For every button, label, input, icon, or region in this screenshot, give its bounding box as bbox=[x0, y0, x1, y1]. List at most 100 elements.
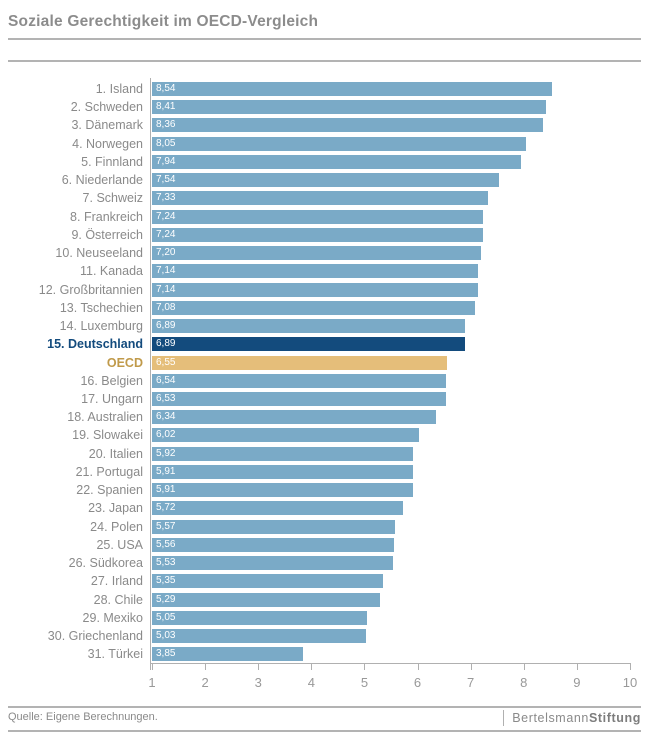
country-label: 19. Slowakei bbox=[72, 428, 143, 443]
bar: 8,36 bbox=[152, 118, 543, 133]
bar: 7,94 bbox=[152, 154, 521, 169]
bar: 8,05 bbox=[152, 136, 527, 151]
bar: 5,05 bbox=[152, 610, 368, 625]
bar-row: 8. Frankreich 7,24 bbox=[0, 209, 649, 228]
axis-tick bbox=[311, 663, 313, 670]
bar-value-label: 6,53 bbox=[156, 392, 176, 404]
bar-row: 28. Chile 5,29 bbox=[0, 592, 649, 611]
bar: 7,20 bbox=[152, 246, 482, 261]
axis-tick bbox=[417, 663, 419, 670]
bar-row: 4. Norwegen 8,05 bbox=[0, 136, 649, 155]
bar-value-label: 7,14 bbox=[156, 283, 176, 295]
axis-tick-label: 2 bbox=[201, 675, 209, 690]
bar: 5,57 bbox=[152, 519, 395, 534]
bar-value-label: 6,34 bbox=[156, 411, 176, 423]
bar: 7,33 bbox=[152, 191, 489, 206]
bar-area: 5,29 bbox=[152, 592, 630, 607]
brand-text-bold: Stiftung bbox=[588, 711, 641, 725]
country-label: 11. Kanada bbox=[79, 264, 143, 279]
axis-tick bbox=[470, 663, 472, 670]
footer-divider-top bbox=[8, 706, 641, 708]
country-label: 7. Schweiz bbox=[82, 191, 143, 206]
axis-tick-label: 8 bbox=[520, 675, 528, 690]
country-label: 8. Frankreich bbox=[70, 209, 143, 224]
bar: 5,29 bbox=[152, 592, 380, 607]
country-label: 31. Türkei bbox=[87, 647, 143, 662]
bar-value-label: 6,54 bbox=[156, 374, 176, 386]
bar-value-label: 6,02 bbox=[156, 429, 176, 441]
bar-row: 14. Luxemburg 6,89 bbox=[0, 319, 649, 337]
bar-row: 29. Mexiko 5,05 bbox=[0, 610, 649, 629]
country-label: 14. Luxemburg bbox=[59, 319, 143, 334]
bar-area: 5,92 bbox=[152, 446, 630, 461]
x-axis: 1 2 3 4 5 6 7 8 9 10 bbox=[148, 663, 637, 693]
bar-value-label: 5,57 bbox=[156, 520, 176, 532]
bar-area: 6,89 bbox=[152, 319, 630, 334]
bar-row: 18. Australien 6,34 bbox=[0, 410, 649, 428]
axis-tick-label: 3 bbox=[254, 675, 262, 690]
bar-area: 6,89 bbox=[152, 337, 630, 352]
country-label: 18. Australien bbox=[67, 410, 143, 425]
country-label: 9. Österreich bbox=[71, 227, 143, 242]
bar: 6,55 bbox=[152, 355, 447, 370]
country-label: 22. Spanien bbox=[76, 483, 143, 498]
bar-row: 15. Deutschland 6,89 bbox=[0, 337, 649, 355]
bar-row: 2. Schweden 8,41 bbox=[0, 100, 649, 118]
y-axis-line bbox=[150, 78, 151, 670]
bar: 5,53 bbox=[152, 556, 393, 571]
bar-value-label: 5,72 bbox=[156, 502, 176, 514]
bar: 6,89 bbox=[152, 319, 465, 334]
bar: 3,85 bbox=[152, 647, 304, 662]
axis-tick-label: 1 bbox=[148, 675, 156, 690]
bar-value-label: 5,92 bbox=[156, 447, 176, 459]
bar-row: OECD 6,55 bbox=[0, 355, 649, 374]
bar-area: 6,53 bbox=[152, 391, 630, 406]
country-label: 5. Finnland bbox=[81, 154, 143, 169]
source-text: Quelle: Eigene Berechnungen. bbox=[8, 711, 158, 723]
bar: 7,08 bbox=[152, 300, 475, 315]
bar-area: 5,05 bbox=[152, 610, 630, 625]
bar-row: 26. Südkorea 5,53 bbox=[0, 556, 649, 574]
brand-divider bbox=[503, 710, 505, 726]
bar-value-label: 6,89 bbox=[156, 338, 176, 350]
bar-value-label: 5,91 bbox=[156, 484, 176, 496]
axis-tick-label: 9 bbox=[573, 675, 581, 690]
bar-area: 8,54 bbox=[152, 82, 630, 96]
bar-row: 24. Polen 5,57 bbox=[0, 519, 649, 538]
bar-area: 5,56 bbox=[152, 537, 630, 552]
bar-value-label: 7,94 bbox=[156, 155, 176, 167]
bar-area: 6,34 bbox=[152, 410, 630, 425]
country-label: OECD bbox=[106, 355, 143, 370]
bar-row: 11. Kanada 7,14 bbox=[0, 264, 649, 282]
bar-area: 8,36 bbox=[152, 118, 630, 133]
bar-value-label: 5,56 bbox=[156, 538, 176, 550]
bar-row: 23. Japan 5,72 bbox=[0, 501, 649, 519]
page-title: Soziale Gerechtigkeit im OECD-Vergleich bbox=[8, 13, 319, 30]
bar-area: 5,03 bbox=[152, 629, 630, 644]
bar-area: 5,91 bbox=[152, 483, 630, 498]
axis-tick-label: 7 bbox=[467, 675, 475, 690]
country-label: 21. Portugal bbox=[75, 464, 143, 479]
bar-value-label: 7,24 bbox=[156, 210, 176, 222]
country-label: 1. Island bbox=[95, 82, 143, 96]
bar: 6,54 bbox=[152, 373, 447, 388]
bar: 5,92 bbox=[152, 446, 414, 461]
bar: 8,41 bbox=[152, 100, 546, 115]
bar-area: 5,91 bbox=[152, 464, 630, 479]
bar-row: 6. Niederlande 7,54 bbox=[0, 173, 649, 191]
bar-value-label: 5,53 bbox=[156, 557, 176, 569]
bar-value-label: 8,05 bbox=[156, 137, 176, 149]
bar-area: 7,14 bbox=[152, 264, 630, 279]
footer-divider-bottom bbox=[8, 730, 641, 732]
bar-row: 27. Irland 5,35 bbox=[0, 574, 649, 592]
bar-area: 7,14 bbox=[152, 282, 630, 297]
bar-row: 21. Portugal 5,91 bbox=[0, 464, 649, 483]
bar-value-label: 7,33 bbox=[156, 192, 176, 204]
bar-value-label: 8,36 bbox=[156, 119, 176, 131]
bar: 5,91 bbox=[152, 483, 413, 498]
bar-area: 5,72 bbox=[152, 501, 630, 516]
bar-row: 22. Spanien 5,91 bbox=[0, 483, 649, 501]
country-label: 17. Ungarn bbox=[81, 391, 143, 406]
bar-value-label: 3,85 bbox=[156, 648, 176, 660]
bar-area: 8,41 bbox=[152, 100, 630, 115]
